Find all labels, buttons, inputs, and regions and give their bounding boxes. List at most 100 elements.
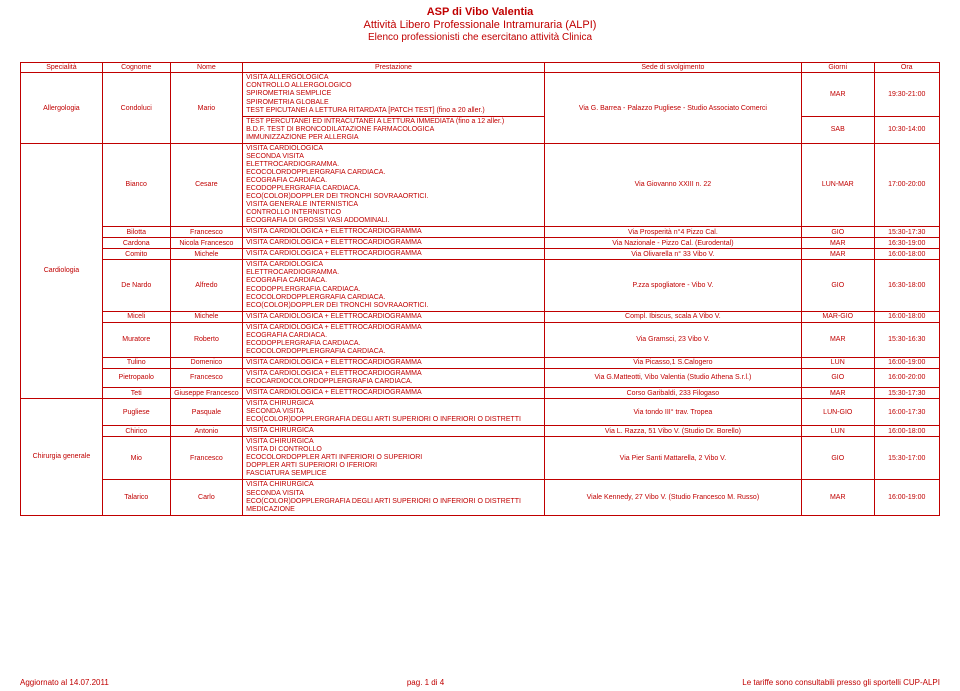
cell-nome: Carlo: [170, 480, 242, 515]
cell-prestazione: VISITA CARDIOLOGICA + ELETTROCARDIOGRAMM…: [243, 238, 545, 249]
table-row: TulinoDomenicoVISITA CARDIOLOGICA + ELET…: [21, 357, 940, 368]
table-row: Chirurgia generalePugliesePasqualeVISITA…: [21, 399, 940, 426]
cell-ora: 16:30-19:00: [874, 238, 940, 249]
cell-sede: Compl. Ibiscus, scala A Vibo V.: [544, 311, 801, 322]
cell-cognome: Bilotta: [102, 227, 170, 238]
table-header-row: Specialità Cognome Nome Prestazione Sede…: [21, 63, 940, 73]
cell-cognome: Tulino: [102, 357, 170, 368]
cell-giorni: SAB: [802, 116, 874, 143]
cell-sede: Via Olivarella n° 33 Vibo V.: [544, 249, 801, 260]
footer-center: pag. 1 di 4: [407, 678, 444, 687]
cell-sede: Via Nazionale - Pizzo Cal. (Eurodental): [544, 238, 801, 249]
cell-cognome: Muratore: [102, 322, 170, 357]
cell-nome: Antonio: [170, 426, 242, 437]
cell-giorni: LUN-GIO: [802, 399, 874, 426]
cell-specialita: Cardiologia: [21, 143, 103, 398]
cell-prestazione: VISITA CHIRURGICA VISITA DI CONTROLLO EC…: [243, 437, 545, 480]
header-line-3: Elenco professionisti che esercitano att…: [0, 32, 960, 44]
cell-prestazione: VISITA CARDIOLOGICA + ELETTROCARDIOGRAMM…: [243, 311, 545, 322]
cell-giorni: MAR: [802, 388, 874, 399]
table-row: CardonaNicola FrancescoVISITA CARDIOLOGI…: [21, 238, 940, 249]
col-prestazione: Prestazione: [243, 63, 545, 73]
cell-ora: 15:30-17:00: [874, 437, 940, 480]
table-row: TetiGiuseppe FrancescoVISITA CARDIOLOGIC…: [21, 388, 940, 399]
cell-prestazione: VISITA CHIRURGICA SECONDA VISITA ECO(COL…: [243, 480, 545, 515]
cell-prestazione: VISITA ALLERGOLOGICA CONTROLLO ALLERGOLO…: [243, 73, 545, 116]
header-line-1: ASP di Vibo Valentia: [0, 6, 960, 19]
cell-giorni: MAR: [802, 322, 874, 357]
cell-nome: Francesco: [170, 437, 242, 480]
cell-ora: 19:30-21:00: [874, 73, 940, 116]
cell-nome: Alfredo: [170, 260, 242, 311]
cell-prestazione: TEST PERCUTANEI ED INTRACUTANEI A LETTUR…: [243, 116, 545, 143]
cell-nome: Nicola Francesco: [170, 238, 242, 249]
cell-ora: 16:00-19:00: [874, 357, 940, 368]
cell-giorni: LUN: [802, 357, 874, 368]
col-giorni: Giorni: [802, 63, 874, 73]
cell-nome: Michele: [170, 311, 242, 322]
cell-ora: 16:30-18:00: [874, 260, 940, 311]
cell-giorni: GIO: [802, 368, 874, 387]
cell-ora: 16:00-18:00: [874, 249, 940, 260]
cell-ora: 10:30-14:00: [874, 116, 940, 143]
cell-ora: 17:00-20:00: [874, 143, 940, 226]
footer-left: Aggiornato al 14.07.2011: [20, 678, 109, 687]
table-row: ComitoMicheleVISITA CARDIOLOGICA + ELETT…: [21, 249, 940, 260]
cell-ora: 15:30-17:30: [874, 388, 940, 399]
table-row: TalaricoCarloVISITA CHIRURGICA SECONDA V…: [21, 480, 940, 515]
cell-cognome: Miceli: [102, 311, 170, 322]
cell-sede: Via G.Matteotti, Vibo Valentia (Studio A…: [544, 368, 801, 387]
header-line-2: Attività Libero Professionale Intramurar…: [0, 19, 960, 32]
cell-cognome: Teti: [102, 388, 170, 399]
cell-nome: Domenico: [170, 357, 242, 368]
cell-sede: Via G. Barrea - Palazzo Pugliese - Studi…: [544, 73, 801, 143]
cell-prestazione: VISITA CHIRURGICA SECONDA VISITA ECO(COL…: [243, 399, 545, 426]
cell-prestazione: VISITA CARDIOLOGICA SECONDA VISITA ELETT…: [243, 143, 545, 226]
col-cognome: Cognome: [102, 63, 170, 73]
page-footer: Aggiornato al 14.07.2011 pag. 1 di 4 Le …: [20, 678, 940, 687]
cell-sede: Viale Kennedy, 27 Vibo V. (Studio France…: [544, 480, 801, 515]
footer-right: Le tariffe sono consultabili presso gli …: [742, 678, 940, 687]
cell-prestazione: VISITA CARDIOLOGICA + ELETTROCARDIOGRAMM…: [243, 357, 545, 368]
cell-cognome: Mio: [102, 437, 170, 480]
table-row: MioFrancescoVISITA CHIRURGICA VISITA DI …: [21, 437, 940, 480]
cell-sede: Via L. Razza, 51 Vibo V. (Studio Dr. Bor…: [544, 426, 801, 437]
cell-nome: Francesco: [170, 368, 242, 387]
cell-specialita: Chirurgia generale: [21, 399, 103, 516]
cell-prestazione: VISITA CARDIOLOGICA + ELETTROCARDIOGRAMM…: [243, 388, 545, 399]
cell-ora: 15:30-16:30: [874, 322, 940, 357]
cell-ora: 16:00-18:00: [874, 311, 940, 322]
cell-nome: Michele: [170, 249, 242, 260]
cell-cognome: Bianco: [102, 143, 170, 226]
table-row: MuratoreRobertoVISITA CARDIOLOGICA + ELE…: [21, 322, 940, 357]
cell-prestazione: VISITA CARDIOLOGICA + ELETTROCARDIOGRAMM…: [243, 227, 545, 238]
cell-giorni: GIO: [802, 227, 874, 238]
cell-cognome: Talarico: [102, 480, 170, 515]
col-ora: Ora: [874, 63, 940, 73]
table-row: BilottaFrancescoVISITA CARDIOLOGICA + EL…: [21, 227, 940, 238]
cell-sede: Via Giovanno XXIII n. 22: [544, 143, 801, 226]
cell-ora: 16:00-18:00: [874, 426, 940, 437]
cell-prestazione: VISITA CHIRURGICA: [243, 426, 545, 437]
cell-giorni: LUN: [802, 426, 874, 437]
cell-giorni: MAR: [802, 249, 874, 260]
cell-cognome: Pugliese: [102, 399, 170, 426]
cell-sede: Via Gramsci, 23 Vibo V.: [544, 322, 801, 357]
cell-nome: Cesare: [170, 143, 242, 226]
table-container: Specialità Cognome Nome Prestazione Sede…: [0, 62, 960, 515]
cell-cognome: Chirico: [102, 426, 170, 437]
cell-giorni: MAR-GIO: [802, 311, 874, 322]
table-row: MiceliMicheleVISITA CARDIOLOGICA + ELETT…: [21, 311, 940, 322]
table-row: CardiologiaBiancoCesareVISITA CARDIOLOGI…: [21, 143, 940, 226]
cell-giorni: GIO: [802, 260, 874, 311]
cell-nome: Giuseppe Francesco: [170, 388, 242, 399]
cell-sede: P.zza spogliatore - Vibo V.: [544, 260, 801, 311]
cell-ora: 16:00-19:00: [874, 480, 940, 515]
cell-prestazione: VISITA CARDIOLOGICA + ELETTROCARDIOGRAMM…: [243, 322, 545, 357]
col-nome: Nome: [170, 63, 242, 73]
cell-specialita: Allergologia: [21, 73, 103, 143]
cell-sede: Via tondo III° trav. Tropea: [544, 399, 801, 426]
table-row: PietropaoloFrancescoVISITA CARDIOLOGICA …: [21, 368, 940, 387]
cell-nome: Roberto: [170, 322, 242, 357]
cell-sede: Via Picasso,1 S.Calogero: [544, 357, 801, 368]
